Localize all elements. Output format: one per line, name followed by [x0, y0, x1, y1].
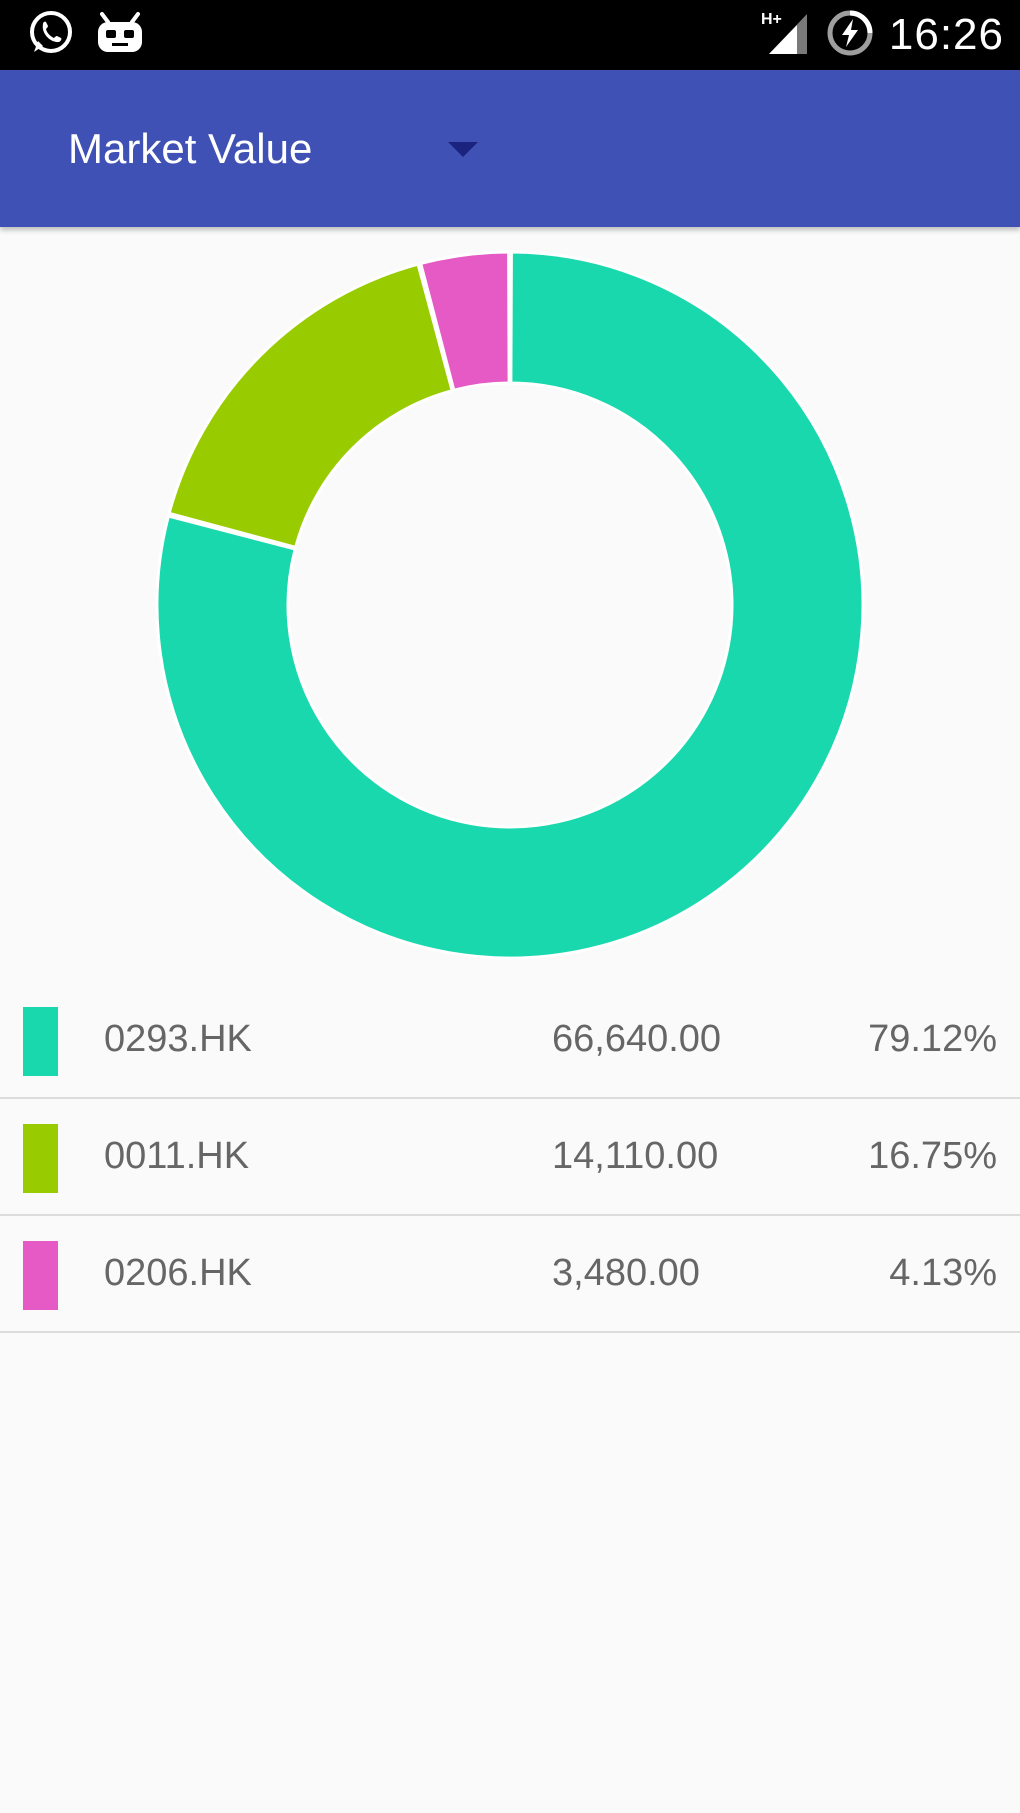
whatsapp-icon [26, 8, 76, 63]
notification-icons [26, 10, 146, 60]
market-value: 3,480.00 [552, 1252, 700, 1294]
stock-symbol: 0011.HK [104, 1135, 250, 1177]
stock-symbol: 0293.HK [104, 1018, 252, 1060]
donut-chart [0, 227, 1020, 987]
percentage: 79.12% [868, 1018, 997, 1060]
donut-slice-0293-hk[interactable] [155, 250, 865, 960]
donut-slice-0206-hk[interactable] [418, 250, 511, 393]
color-swatch [23, 1124, 58, 1193]
spinner-selected-label: Market Value [68, 124, 313, 172]
clock: 16:26 [888, 10, 1004, 59]
list-item[interactable]: 0293.HK 66,640.00 79.12% [0, 982, 1020, 1099]
donut-chart-svg [155, 250, 865, 960]
battery-charging-icon [825, 8, 875, 63]
hplus-signal-icon: H+ [759, 8, 811, 63]
stock-symbol: 0206.HK [104, 1252, 252, 1294]
color-swatch [23, 1241, 58, 1310]
system-icons: H+ 16:26 [759, 6, 1004, 64]
holdings-list: 0293.HK 66,640.00 79.12% 0011.HK 14,110.… [0, 982, 1020, 1333]
market-value: 66,640.00 [552, 1018, 722, 1060]
percentage: 4.13% [889, 1252, 997, 1294]
donut-slice-0011-hk[interactable] [167, 262, 454, 550]
dropdown-arrow-icon [448, 142, 478, 157]
market-value: 14,110.00 [552, 1135, 719, 1177]
status-bar: H+ 16:26 [0, 0, 1020, 70]
metric-spinner[interactable]: Market Value [68, 70, 498, 227]
color-swatch [23, 1007, 58, 1076]
network-type-label: H+ [761, 11, 782, 28]
list-item[interactable]: 0011.HK 14,110.00 16.75% [0, 1099, 1020, 1216]
percentage: 16.75% [868, 1135, 997, 1177]
list-item[interactable]: 0206.HK 3,480.00 4.13% [0, 1216, 1020, 1333]
app-bar: Market Value [0, 70, 1020, 227]
cyanogenmod-icon [94, 10, 146, 61]
